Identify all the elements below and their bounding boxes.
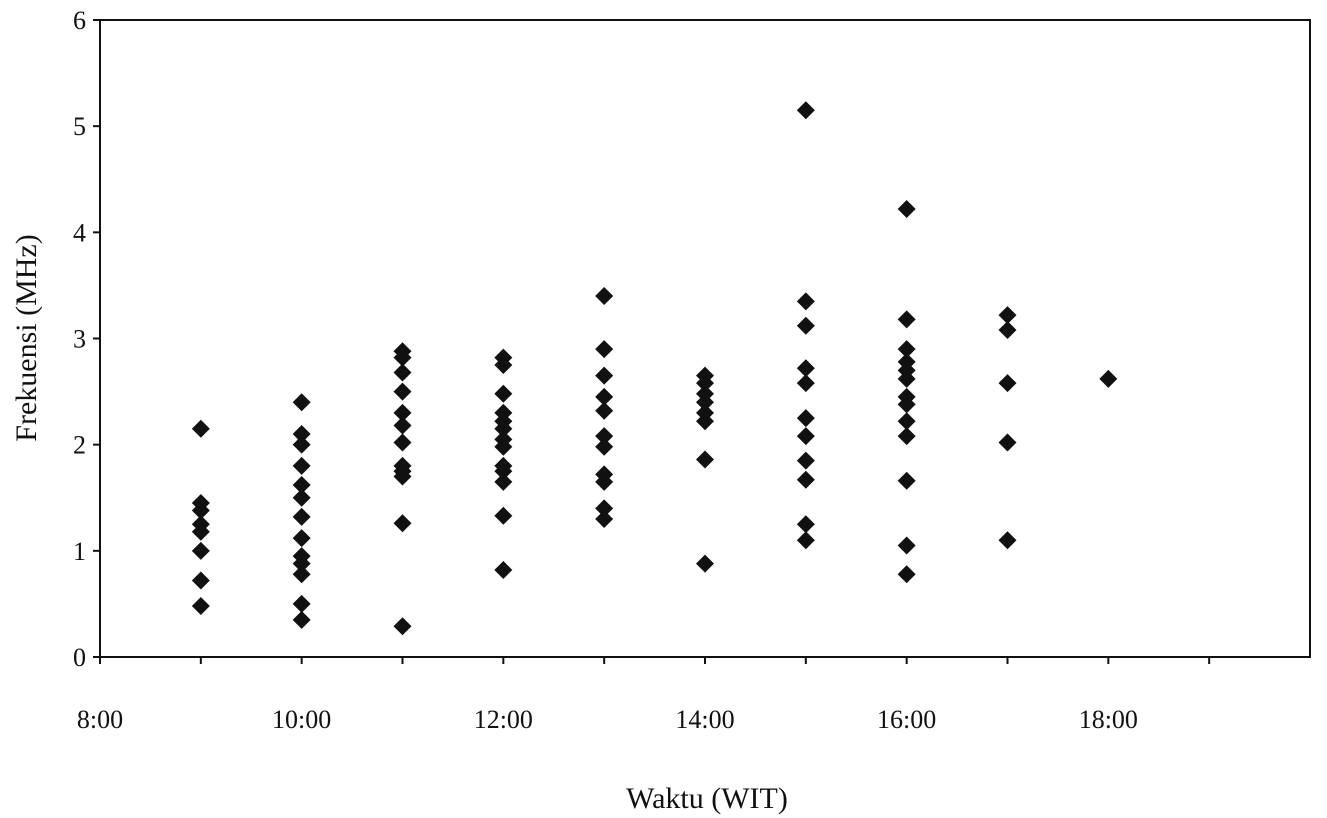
data-point [292,425,311,444]
data-point [494,506,513,525]
data-point [796,316,815,335]
data-point [292,488,311,507]
data-point [796,451,815,470]
data-point [796,374,815,393]
x-axis-title: Waktu (WIT) [626,782,788,815]
y-axis-title: Frekuensi (MHz) [10,234,43,441]
x-tick-label: 18:00 [1079,705,1138,734]
y-tick-label: 6 [73,6,86,35]
data-point [292,435,311,454]
data-point [595,499,614,518]
data-point [897,536,916,555]
data-point [595,427,614,446]
data-point [494,356,513,375]
x-axis: 8:00 10:00 12:00 14:00 16:00 18:00 [77,657,1211,734]
data-point [796,531,815,550]
data-point [393,403,412,422]
data-point [897,340,916,359]
data-point [393,617,412,636]
data-point [191,597,210,616]
data-point [897,471,916,490]
data-point [998,306,1017,325]
data-point [998,433,1017,452]
data-point [897,565,916,584]
data-point [393,348,412,367]
data-points [191,101,1118,636]
data-point [494,462,513,481]
data-point [191,571,210,590]
x-tick-label: 10:00 [272,705,331,734]
y-tick-label: 5 [73,112,86,141]
data-point [494,419,513,438]
data-point [393,514,412,533]
y-tick-label: 1 [73,537,86,566]
y-tick-label: 4 [73,218,86,247]
data-point [393,433,412,452]
data-point [292,554,311,573]
data-point [393,363,412,382]
data-point [292,456,311,475]
data-point [696,554,714,573]
data-point [796,359,815,378]
data-point [494,560,513,579]
data-point [595,340,614,359]
x-tick-label: 12:00 [474,705,533,734]
data-point [595,401,614,420]
data-point [1099,369,1118,388]
y-tick-label: 2 [73,431,86,460]
data-point [393,382,412,401]
data-point [897,412,916,431]
data-point [796,470,815,489]
data-point [696,412,714,431]
data-point [897,427,916,446]
data-point [897,199,916,218]
data-point [292,610,311,629]
y-tick-label: 0 [73,643,86,672]
data-point [998,321,1017,340]
data-point [595,437,614,456]
data-point [292,476,311,495]
data-point [998,531,1017,550]
data-point [191,419,210,438]
data-point [696,374,714,393]
data-point [897,310,916,329]
data-point [494,472,513,491]
data-point [595,287,614,306]
x-tick-label: 8:00 [77,705,123,734]
data-point [292,529,311,548]
data-point [595,387,614,406]
x-tick-label: 16:00 [877,705,936,734]
data-point [696,450,714,469]
data-point [998,374,1017,393]
data-point [595,472,614,491]
data-point [494,384,513,403]
data-point [796,409,815,428]
data-point [292,565,311,584]
y-axis: 0 1 2 3 4 5 6 [73,6,100,672]
data-point [292,507,311,526]
data-point [796,101,815,120]
data-point [393,416,412,435]
data-point [696,393,714,412]
data-point [897,369,916,388]
data-point [796,427,815,446]
data-point [796,292,815,311]
data-point [191,541,210,560]
data-point [292,594,311,613]
data-point [897,395,916,414]
x-tick-label: 14:00 [675,705,734,734]
data-point [595,509,614,528]
data-point [191,522,210,541]
data-point [191,501,210,520]
data-point [393,467,412,486]
y-tick-label: 3 [73,325,86,354]
data-point [292,393,311,412]
data-point [595,366,614,385]
data-point [796,515,815,534]
data-point [494,437,513,456]
